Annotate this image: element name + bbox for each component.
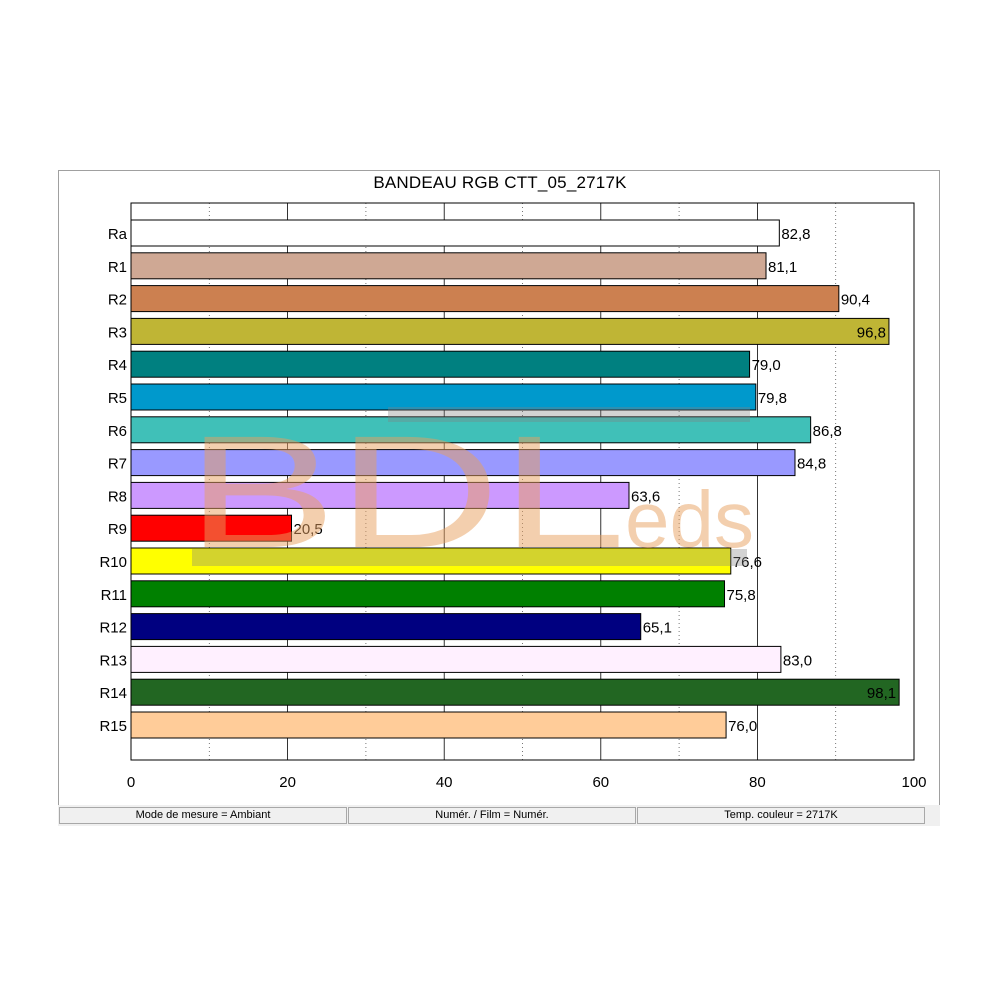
category-label: R15 [99,718,127,735]
data-label: 20,5 [294,521,323,538]
data-label: 63,6 [631,488,660,505]
category-label: R14 [99,685,127,702]
status-bar: Mode de mesure = Ambiant Numér. / Film =… [58,805,940,826]
bar-r7 [130,449,796,477]
category-label: R6 [108,423,127,440]
category-label: R9 [108,521,127,538]
category-label: R2 [108,292,127,309]
data-label: 75,8 [727,587,756,604]
bar-r2 [130,285,840,313]
data-label: 79,8 [758,390,787,407]
bar-r13 [130,645,782,673]
category-label: R8 [108,488,127,505]
data-label: 96,8 [857,324,886,341]
x-tick-label: 20 [279,774,296,791]
bar-r3 [130,317,890,345]
plot-area [130,202,915,761]
data-label: 83,0 [783,652,812,669]
data-label: 79,0 [752,357,781,374]
status-measure-mode: Mode de mesure = Ambiant [59,807,347,824]
category-label: R1 [108,259,127,276]
category-label: R10 [99,554,127,571]
category-label: R11 [101,587,127,604]
data-label: 76,0 [728,718,757,735]
bar-r12 [130,613,642,641]
data-label: 65,1 [643,620,672,637]
bar-r10 [130,547,732,575]
category-label: R13 [99,652,127,669]
data-label: 98,1 [867,685,896,702]
bar-r5 [130,383,757,411]
bar-r1 [130,252,767,280]
status-film: Numér. / Film = Numér. [348,807,636,824]
x-tick-label: 0 [127,774,135,791]
data-label: 86,8 [813,423,842,440]
x-tick-label: 40 [436,774,453,791]
data-label: 76,6 [733,554,762,571]
category-label: R4 [108,357,127,374]
bar-r4 [130,350,751,378]
category-label: R3 [108,324,127,341]
category-label: Ra [108,226,128,243]
bar-r15 [130,711,727,739]
data-label: 84,8 [797,456,826,473]
bar-r11 [130,580,726,608]
bar-ra [130,219,780,247]
bar-r6 [130,416,812,444]
data-label: 81,1 [768,259,797,276]
bar-r14 [130,678,900,706]
data-label: 90,4 [841,292,870,309]
bar-r8 [130,481,630,509]
data-label: 82,8 [781,226,810,243]
x-tick-label: 60 [592,774,609,791]
category-label: R12 [99,620,127,637]
status-color-temp: Temp. couleur = 2717K [637,807,925,824]
chart-title: BANDEAU RGB CTT_05_2717K [373,173,627,192]
category-label: R7 [108,456,127,473]
x-tick-label: 80 [749,774,766,791]
category-label: R5 [108,390,127,407]
bar-r9 [130,514,293,542]
x-tick-label: 100 [901,774,926,791]
